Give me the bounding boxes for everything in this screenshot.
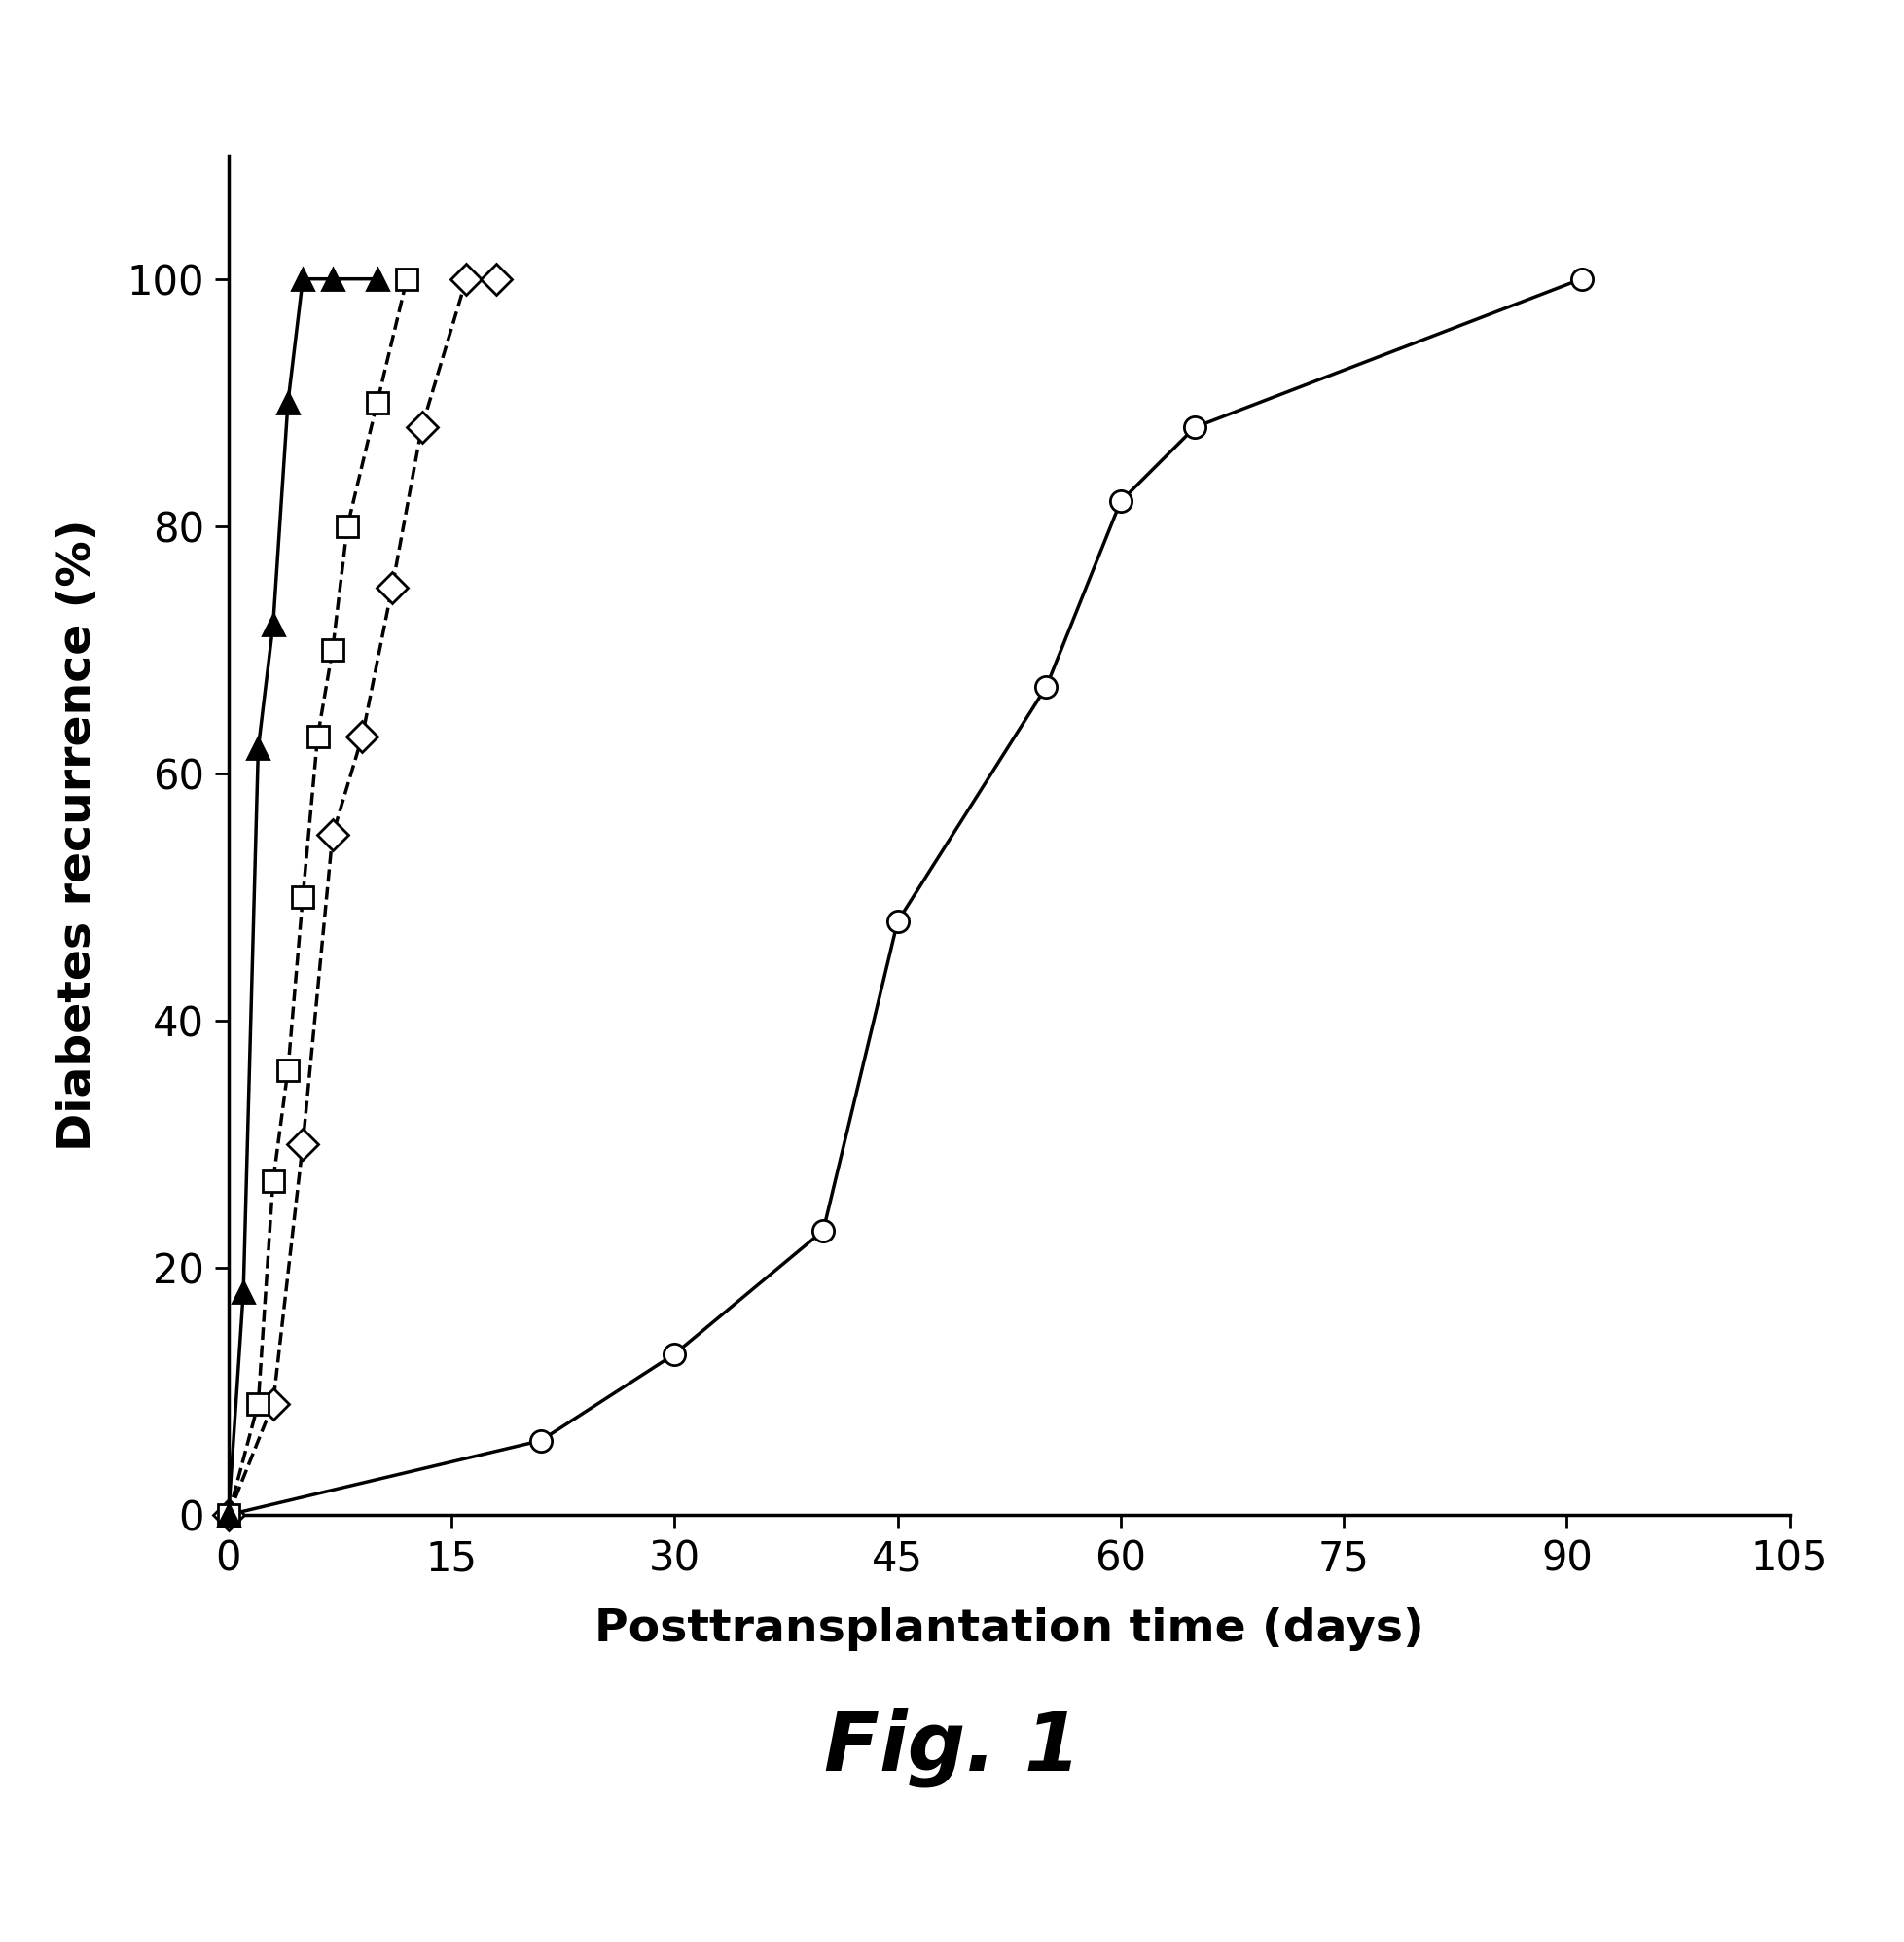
- X-axis label: Posttransplantation time (days): Posttransplantation time (days): [594, 1606, 1424, 1651]
- Y-axis label: Diabetes recurrence (%): Diabetes recurrence (%): [55, 519, 99, 1152]
- Text: Fig. 1: Fig. 1: [824, 1709, 1080, 1787]
